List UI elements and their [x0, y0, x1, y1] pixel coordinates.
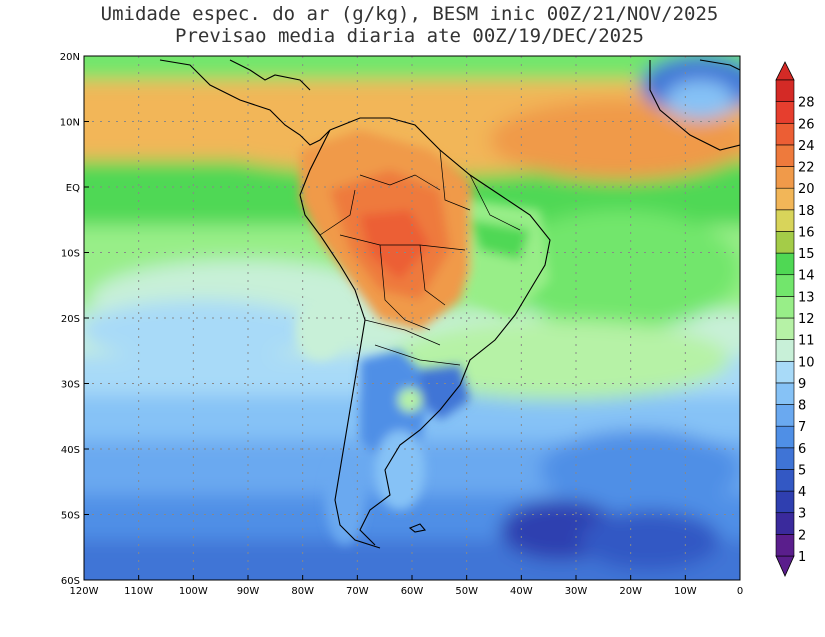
lon-label: 30W	[565, 586, 588, 597]
colorbar-swatch	[775, 274, 795, 297]
colorbar-swatch	[775, 512, 795, 535]
lon-label: 90W	[237, 586, 260, 597]
colorbar-swatch	[775, 490, 795, 514]
map-title: Umidade espec. do ar (g/kg), BESM inic 0…	[100, 3, 719, 25]
colorbar-label: 3	[798, 507, 806, 522]
colorbar-label: 15	[798, 247, 815, 262]
lat-label: 50S	[61, 511, 80, 522]
colorbar-label: 1	[798, 550, 806, 565]
colorbar-label: 12	[798, 312, 815, 327]
colorbar-label: 9	[798, 377, 806, 392]
lat-label: 20S	[61, 314, 80, 325]
colorbar-label: 13	[798, 290, 815, 305]
graticule	[84, 56, 740, 580]
colorbar-label: 2	[798, 528, 806, 543]
colorbar-swatch	[775, 231, 795, 254]
lon-label: 20W	[619, 586, 642, 597]
colorbar-label: 10	[798, 355, 815, 370]
colorbar-label: 20	[798, 182, 815, 197]
colorbar-label: 8	[798, 399, 806, 414]
lon-label: 40W	[510, 586, 533, 597]
lat-label: EQ	[66, 183, 80, 194]
colorbar-swatch	[775, 360, 795, 384]
lon-label: 60W	[401, 586, 424, 597]
colorbar-swatch	[775, 404, 795, 427]
colorbar-swatch	[775, 382, 795, 405]
colorbar-label: 22	[798, 161, 815, 176]
colorbar-swatch	[775, 209, 795, 232]
lon-label: 80W	[291, 586, 314, 597]
colorbar-swatch	[775, 425, 795, 449]
lon-label: 0	[737, 586, 743, 597]
humidity-field	[84, 56, 740, 580]
colorbar-swatch	[775, 122, 795, 146]
colorbar-swatch	[775, 252, 795, 276]
colorbar-swatch	[775, 101, 795, 124]
lat-label: 60S	[61, 576, 80, 587]
colorbar-label: 6	[798, 442, 806, 457]
lon-label: 100W	[179, 586, 208, 597]
map-subtitle: Previsao media diaria ate 00Z/19/DEC/202…	[175, 25, 644, 47]
lat-label: 20N	[60, 52, 80, 63]
colorbar-swatch	[775, 317, 795, 340]
colorbar-swatch	[775, 447, 795, 470]
colorbar-swatch	[775, 296, 795, 319]
colorbar-label: 11	[798, 334, 815, 349]
lat-label: 40S	[61, 445, 80, 456]
lon-label: 120W	[70, 586, 99, 597]
coastlines	[159, 59, 740, 549]
lon-label: 70W	[346, 586, 369, 597]
lat-label: 30S	[61, 380, 80, 391]
colorbar-label: 14	[798, 269, 815, 284]
longitude-labels: 120W 110W 100W 90W 80W 70W 60W 50W 40W 30W 20W 10W 0	[70, 575, 743, 597]
colorbar-label: 28	[798, 96, 815, 111]
lat-label: 10S	[61, 249, 80, 260]
colorbar-label: 18	[798, 204, 815, 219]
colorbar-label: 4	[798, 485, 806, 500]
colorbar-swatch	[775, 79, 795, 102]
colorbar-min-arrow	[775, 555, 795, 577]
colorbar-label: 16	[798, 225, 815, 240]
country-borders	[319, 149, 521, 366]
colorbar-swatch	[775, 534, 795, 557]
lon-label: 110W	[124, 586, 153, 597]
colorbar-swatch	[775, 469, 795, 492]
colorbar-swatch	[775, 144, 795, 167]
colorbar-label: 7	[798, 420, 806, 435]
colorbar-swatch	[775, 339, 795, 362]
lat-label: 10N	[60, 118, 80, 129]
latitude-labels: 20N 10N EQ 10S 20S 30S 40S 50S 60S	[60, 52, 89, 587]
lon-label: 10W	[674, 586, 697, 597]
colorbar-swatch	[775, 166, 795, 189]
colorbar-label: 5	[798, 463, 806, 478]
colorbar-max-arrow	[775, 61, 795, 81]
colorbar-swatch	[775, 187, 795, 211]
colorbar-label: 24	[798, 139, 815, 154]
colorbar-label: 26	[798, 117, 815, 132]
lon-label: 50W	[455, 586, 478, 597]
